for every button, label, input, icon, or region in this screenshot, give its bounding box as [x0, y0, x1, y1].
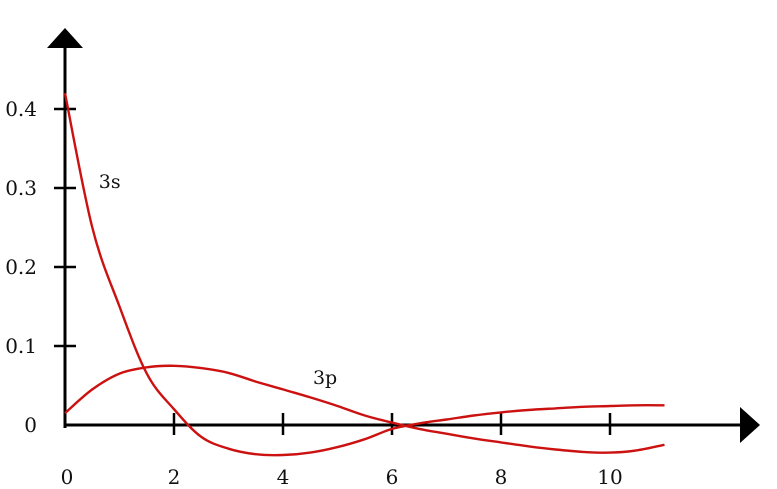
- y-tick-label: 0.2: [5, 255, 37, 279]
- series-3s-line: [63, 92, 665, 457]
- x-tick-label: 10: [597, 465, 622, 489]
- x-tick-label: 2: [168, 465, 181, 489]
- y-tick-label: 0.3: [5, 176, 37, 200]
- series-group: [63, 92, 665, 457]
- x-tick-label: 8: [495, 465, 508, 489]
- series-3p-line: [64, 364, 665, 454]
- x-tick-label: 0: [61, 465, 74, 489]
- x-tick-label: 6: [386, 465, 399, 489]
- y-tick-label: 0: [24, 413, 37, 437]
- series-3s-label: 3s: [99, 171, 121, 193]
- x-tick-label: 4: [277, 465, 290, 489]
- series-3p-label: 3p: [313, 367, 337, 389]
- y-tick-label: 0.4: [5, 97, 37, 121]
- y-tick-label: 0.1: [5, 334, 37, 358]
- y-axis-arrowhead: [47, 28, 83, 48]
- axes: [47, 28, 760, 443]
- x-axis-arrowhead: [740, 407, 760, 443]
- labels: 0 2 4 6 8 10 0 0.1 0.2 0.3 0.4 3s 3p: [5, 97, 623, 489]
